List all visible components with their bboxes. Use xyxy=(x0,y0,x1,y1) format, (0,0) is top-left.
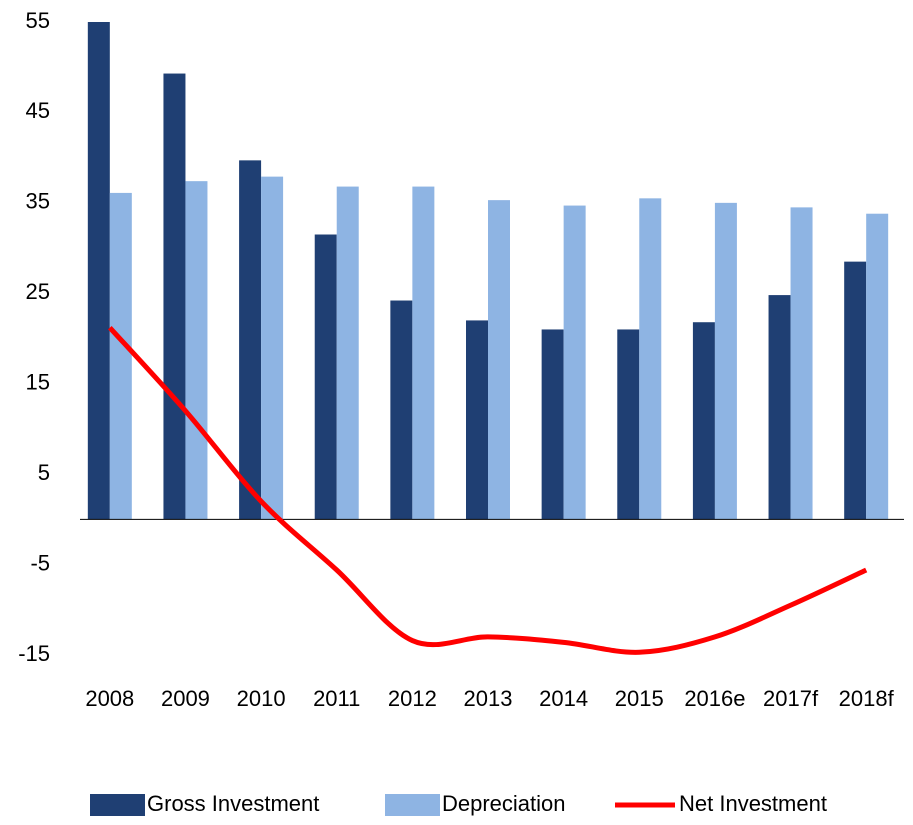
x-tick-label: 2013 xyxy=(464,686,513,711)
x-tick-label: 2014 xyxy=(539,686,588,711)
bar xyxy=(488,200,510,520)
bar xyxy=(639,198,662,520)
x-tick-label: 2008 xyxy=(85,686,134,711)
bar xyxy=(412,186,435,520)
bar xyxy=(314,234,337,520)
y-tick-label: 35 xyxy=(26,189,50,214)
legend-swatch xyxy=(385,794,440,816)
bar xyxy=(563,205,586,520)
line xyxy=(107,325,868,655)
bar xyxy=(336,186,359,520)
legend-label: Depreciation xyxy=(442,791,566,816)
y-tick-label: 55 xyxy=(26,8,50,33)
bar xyxy=(466,320,488,520)
y-tick-label: 25 xyxy=(26,279,50,304)
x-tick-label: 2010 xyxy=(237,686,286,711)
legend-label: Gross Investment xyxy=(147,791,319,816)
bar xyxy=(109,192,132,520)
y-tick-label: 45 xyxy=(26,98,50,123)
bar xyxy=(390,300,413,520)
x-tick-label: 2018f xyxy=(839,686,895,711)
x-tick-label: 2016e xyxy=(684,686,745,711)
bar xyxy=(185,181,208,520)
bar xyxy=(163,73,186,520)
bar xyxy=(714,202,737,520)
bar xyxy=(617,329,640,520)
x-tick-label: 2012 xyxy=(388,686,437,711)
legend-swatch xyxy=(90,794,145,816)
bar xyxy=(541,329,564,520)
bar xyxy=(866,213,889,520)
bar xyxy=(692,322,715,520)
bar xyxy=(261,176,284,520)
y-tick-label: -15 xyxy=(18,641,50,666)
bar xyxy=(844,261,867,520)
x-tick-label: 2009 xyxy=(161,686,210,711)
bar xyxy=(768,295,791,520)
y-tick-label: 15 xyxy=(26,370,50,395)
x-tick-label: 2017f xyxy=(763,686,819,711)
x-tick-label: 2011 xyxy=(313,686,360,711)
x-tick-label: 2015 xyxy=(615,686,664,711)
bar xyxy=(87,22,110,520)
y-tick-label: -5 xyxy=(30,550,50,575)
bar xyxy=(790,207,813,520)
y-tick-label: 5 xyxy=(38,460,50,485)
bar xyxy=(239,160,262,520)
legend-label: Net Investment xyxy=(679,791,827,816)
